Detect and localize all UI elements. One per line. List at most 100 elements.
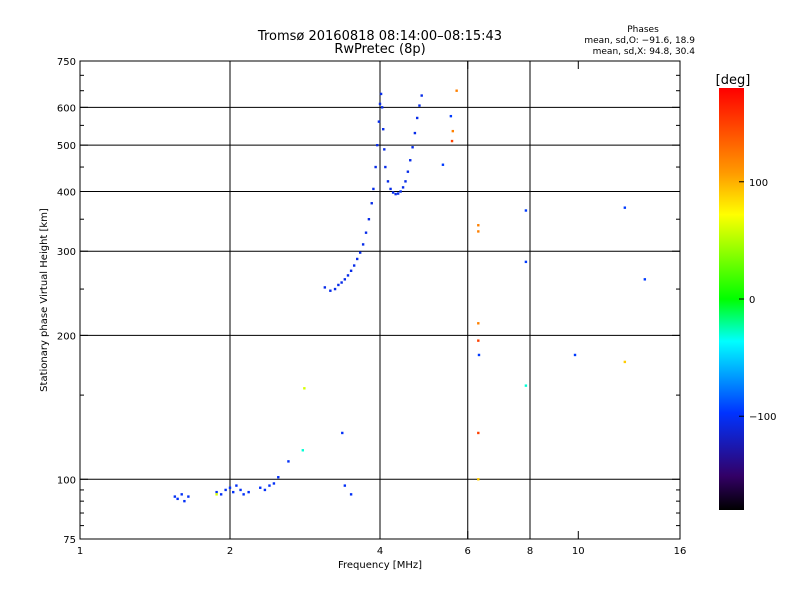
data-point: [441, 163, 445, 166]
data-point: [287, 460, 290, 463]
data-point: [367, 218, 371, 221]
data-point: [477, 353, 481, 357]
data-point: [379, 92, 383, 96]
y-tick-label: 750: [57, 57, 76, 68]
data-point: [477, 478, 480, 481]
data-points: [173, 89, 647, 503]
data-point: [386, 180, 390, 183]
data-point: [337, 283, 340, 287]
colorbar-ticks: 100 0 −100: [739, 178, 776, 423]
y-tick-label: 600: [57, 103, 76, 114]
data-point: [242, 493, 245, 496]
data-point: [382, 127, 385, 131]
data-point: [259, 486, 262, 489]
chart-title: Tromsø 20160818 08:14:00–08:15:43: [257, 29, 502, 44]
stats-line-o: mean, sd,O: −91.6, 18.9: [584, 36, 695, 46]
data-point: [239, 488, 242, 492]
data-point: [384, 165, 387, 169]
data-point: [358, 251, 362, 254]
data-point: [376, 143, 379, 147]
data-point: [404, 180, 407, 183]
data-point: [364, 231, 368, 234]
data-point: [378, 102, 382, 106]
y-tick-label: 300: [57, 247, 76, 258]
data-point: [361, 243, 365, 246]
data-point: [524, 260, 528, 264]
data-point: [396, 192, 400, 195]
data-point: [180, 493, 183, 496]
data-point: [420, 94, 423, 97]
data-point: [399, 190, 402, 193]
data-point: [477, 230, 480, 233]
data-point: [623, 360, 627, 364]
data-point: [450, 139, 454, 143]
data-point: [524, 384, 528, 387]
data-point: [176, 497, 179, 501]
data-point: [349, 269, 353, 272]
data-point: [477, 339, 480, 342]
data-point: [389, 187, 392, 191]
data-point: [224, 488, 227, 492]
data-point: [333, 287, 337, 291]
data-point: [383, 148, 386, 151]
x-tick-label: 8: [527, 546, 533, 557]
chart-subtitle: RwPretec (8p): [334, 42, 425, 57]
data-point: [183, 499, 186, 503]
data-point: [409, 159, 412, 162]
data-point: [372, 187, 375, 191]
data-point: [380, 106, 384, 109]
axis-ticks: 1 2 4 6 8 10 16 75 100 200 300 400 500 600 750: [57, 57, 686, 557]
data-point: [215, 490, 218, 494]
data-point: [340, 281, 343, 284]
data-point: [232, 490, 235, 494]
data-point: [187, 495, 190, 498]
data-point: [247, 490, 250, 494]
data-point: [524, 209, 528, 212]
data-point: [349, 493, 353, 496]
y-tick-label: 500: [57, 141, 76, 152]
data-point: [263, 488, 267, 492]
data-point: [477, 431, 480, 435]
data-point: [370, 202, 373, 205]
data-point: [329, 289, 332, 292]
colorbar-tick-label: 0: [749, 295, 755, 306]
data-point: [413, 131, 417, 135]
colorbar-label: [deg]: [716, 73, 751, 88]
data-point: [343, 278, 347, 281]
data-point: [341, 431, 344, 435]
data-point: [573, 353, 577, 357]
data-point: [374, 165, 377, 169]
data-point: [346, 274, 350, 277]
data-point: [406, 170, 410, 173]
data-point: [272, 482, 276, 485]
x-tick-label: 6: [465, 546, 471, 557]
colorbar-tick-label: 100: [749, 178, 768, 189]
data-point: [228, 486, 232, 489]
data-point: [215, 493, 218, 496]
data-point: [477, 224, 480, 227]
data-point: [391, 191, 395, 194]
colorbar-tick-label: −100: [749, 412, 776, 423]
data-point: [477, 322, 480, 325]
data-point: [451, 129, 455, 133]
data-point: [415, 116, 419, 120]
x-axis-label: Frequency [MHz]: [338, 560, 422, 571]
data-point: [411, 146, 414, 149]
x-tick-label: 10: [572, 546, 585, 557]
data-point: [268, 484, 271, 487]
data-point: [643, 278, 647, 281]
data-point: [355, 257, 359, 261]
stats-line-x: mean, sd,X: 94.8, 30.4: [593, 47, 696, 57]
y-tick-label: 100: [57, 475, 76, 486]
x-tick-label: 2: [227, 546, 233, 557]
data-point: [394, 192, 397, 196]
stats-title: Phases: [627, 25, 659, 35]
data-point: [455, 89, 458, 92]
x-tick-label: 4: [377, 546, 383, 557]
data-point: [235, 484, 238, 487]
data-point: [303, 387, 306, 390]
x-tick-label: 16: [674, 546, 687, 557]
y-tick-label: 400: [57, 187, 76, 198]
x-tick-label: 1: [77, 546, 83, 557]
